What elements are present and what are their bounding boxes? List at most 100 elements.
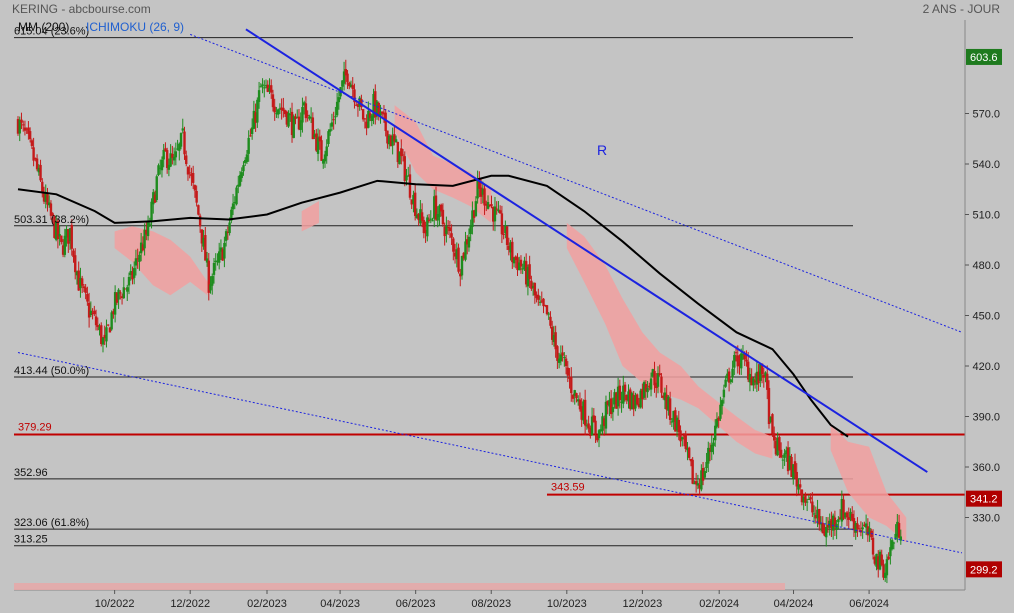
candle-body [804,495,807,503]
candle-body [230,209,233,221]
candle-body [670,421,674,423]
candle-body [837,519,840,523]
candle-body [715,418,719,427]
candle-body [748,373,752,383]
candle-body [559,354,563,362]
candle-body [599,429,602,432]
candle-body [611,407,615,413]
candle-body [866,526,870,536]
candle-body [708,449,712,452]
candle-body [795,471,798,487]
candle-body [146,222,150,237]
candle-body [653,370,656,386]
candle-body [412,194,415,204]
y-tick-label: 540.0 [972,159,1000,171]
candle-body [290,111,294,136]
candle-body [625,394,628,401]
candle-body [759,363,762,381]
candle-body [883,572,887,578]
candle-body [774,441,778,455]
candle-body [753,380,757,383]
candle-body [816,509,819,519]
candle-body [779,449,783,458]
candle-body [396,141,400,163]
candle-body [162,149,165,160]
candle-body [847,517,850,520]
candle-body [427,219,431,221]
y-tick-label: 360.0 [972,462,1000,474]
candle-body [682,434,686,437]
candle-body [334,116,337,118]
candle-body [37,167,41,173]
candle-body [686,448,689,451]
candle-body [424,229,427,234]
candle-body [231,203,235,210]
candle-body [165,150,169,168]
candle-body [74,255,77,273]
candle-body [658,373,661,376]
candle-body [675,417,679,431]
candle-body [727,371,731,383]
candle-body [176,148,179,150]
candle-body [185,155,188,165]
candle-body [523,260,526,269]
candle-body [793,461,797,473]
candle-body [254,112,257,123]
candle-body [734,352,738,354]
fib-label: 503.31 (38.2%) [14,214,89,226]
candle-body [448,227,452,232]
candle-body [592,415,596,423]
candle-body [644,384,648,392]
candle-body [809,497,812,500]
candle-body [894,533,897,540]
x-tick-label: 06/2024 [849,598,889,610]
candle-body [245,154,249,162]
candle-body [242,165,245,172]
candle-body [899,536,903,541]
candle-body [172,156,176,161]
candle-body [353,89,356,103]
candle-body [87,302,91,318]
descending-resistance-line [245,28,928,473]
candle-body [410,199,413,205]
candle-body [169,153,172,167]
candle-body [736,355,739,367]
candle-body [292,116,295,138]
candle-body [537,294,540,300]
candle-body [200,229,204,244]
candle-body [700,470,703,490]
candle-body [413,192,417,216]
candle-body [823,531,826,536]
candle-body [831,515,835,531]
candle-body [20,119,23,123]
candle-body [407,175,410,177]
candle-body [141,244,145,251]
price-badge-label: 299.2 [970,564,998,576]
candle-body [188,172,191,174]
candle-body [124,288,127,290]
candle-body [840,499,844,522]
candle-body [698,485,701,489]
candle-body [54,221,58,240]
candle-body [707,447,710,464]
candle-body [193,185,197,191]
ichimoku-cloud [114,105,907,543]
candle-body [283,110,287,115]
candle-body [419,209,422,224]
candle-body [531,286,535,288]
candle-body [526,267,530,287]
candle-body [431,220,434,222]
candle-body [46,193,49,205]
candle-body [320,140,323,161]
candle-body [835,523,838,530]
y-tick-label: 480.0 [972,260,1000,272]
candle-body [772,433,776,441]
candle-body [302,102,306,106]
candle-body [750,377,753,386]
candle-body [35,158,39,170]
candle-body [25,128,28,130]
candle-body [446,226,450,228]
candle-body [603,418,606,426]
candle-body [98,326,101,331]
candle-body [119,292,122,294]
